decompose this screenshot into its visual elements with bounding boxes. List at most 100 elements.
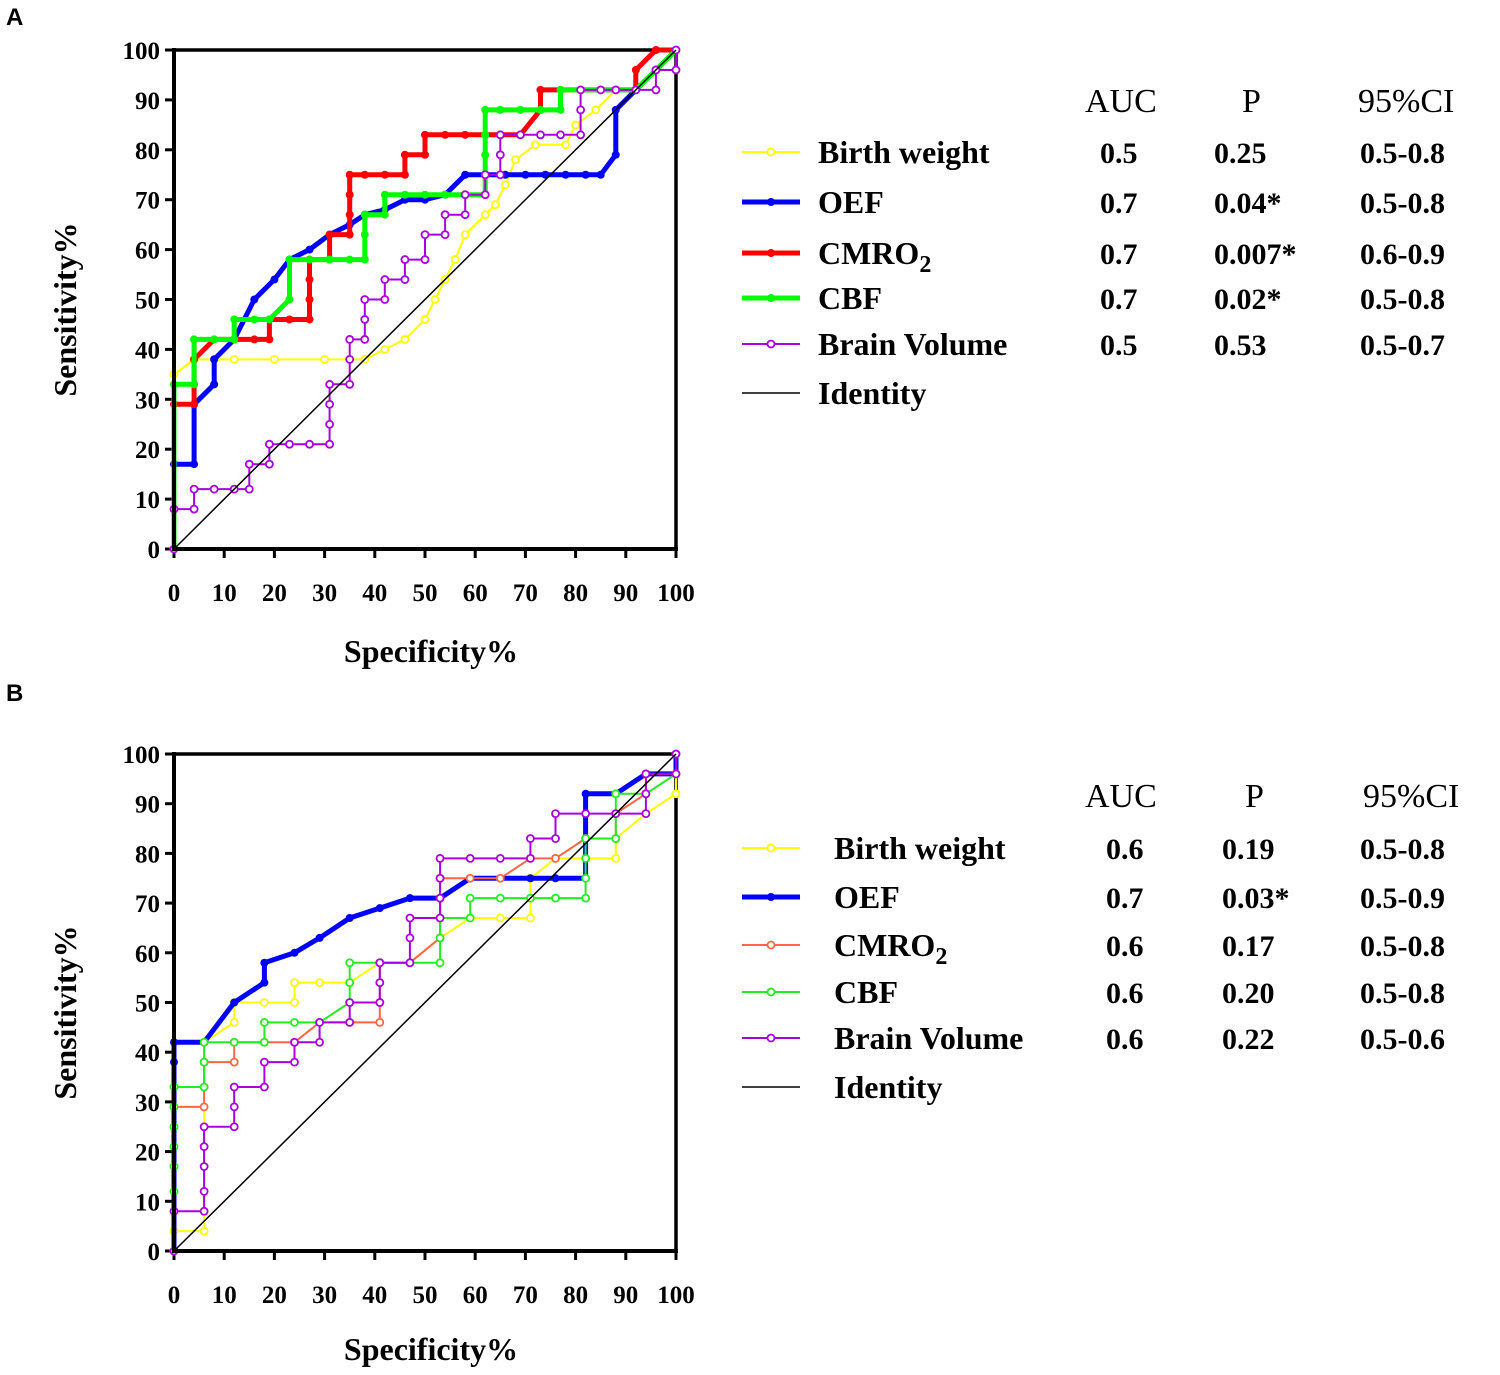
point-a-oef-24 (581, 170, 590, 179)
legend-entry-b-cmro2: CMRO2 (742, 927, 947, 970)
point-b-cbf-33 (611, 834, 621, 843)
point-a-cbf-19 (400, 190, 409, 199)
point-a-cmro2-32 (536, 85, 545, 94)
point-a-cmro2-27 (461, 130, 470, 139)
point-a-brain-volume-25 (400, 255, 410, 264)
header-auc-a: AUC (1085, 83, 1157, 120)
legend-entry-a-identity: Identity (742, 375, 926, 411)
p-value-b-oef: 0.03* (1222, 882, 1290, 915)
legend-label-b-birth-weight: Birth weight (834, 830, 1006, 866)
point-a-birth-weight-17 (500, 180, 510, 190)
legend-label-a-cmro2: CMRO2 (818, 235, 931, 278)
point-a-birth-weight-18 (510, 155, 520, 165)
point-b-birth-weight-8 (290, 998, 299, 1007)
point-a-cmro2-23 (400, 150, 409, 159)
legend-label-b-cmro2: CMRO2 (834, 927, 947, 970)
point-b-cbf-22 (435, 933, 445, 943)
point-a-brain-volume-7 (244, 459, 254, 469)
header-auc-b: AUC (1085, 778, 1157, 815)
x-tick-label-b-80: 80 (563, 1282, 588, 1309)
point-b-birth-weight-10 (315, 978, 324, 988)
point-a-cbf-15 (360, 230, 369, 239)
x-tick-label-b-30: 30 (312, 1282, 337, 1309)
point-a-oef-21 (521, 170, 530, 179)
point-b-brain-volume-16 (345, 1017, 355, 1027)
point-b-brain-volume-6 (199, 1122, 209, 1132)
legend-marker-a-brain-volume (766, 339, 776, 349)
point-b-oef-10 (375, 904, 384, 913)
legend-label-a-birth-weight: Birth weight (818, 134, 990, 170)
point-a-brain-volume-46 (651, 85, 661, 95)
legend-marker-b-cbf (766, 987, 776, 997)
point-a-brain-volume-15 (325, 379, 335, 389)
point-b-brain-volume-3 (199, 1186, 209, 1196)
point-b-cbf-28 (551, 893, 560, 903)
point-a-brain-volume-31 (460, 190, 470, 200)
point-a-cmro2-2 (190, 400, 199, 409)
point-a-brain-volume-17 (345, 354, 355, 364)
legend-label-b-brain-volume: Brain Volume (834, 1020, 1023, 1056)
y-tick-label-a-90: 90 (135, 88, 160, 115)
auc-value-b-cmro2: 0.6 (1106, 930, 1144, 963)
y-tick-label-a-10: 10 (135, 487, 160, 514)
point-a-brain-volume-38 (536, 130, 545, 140)
legend-marker-b-brain-volume (766, 1033, 776, 1043)
point-a-brain-volume-13 (325, 419, 335, 429)
point-a-cmro2-38 (631, 65, 640, 74)
point-b-brain-volume-29 (495, 853, 505, 863)
point-a-brain-volume-32 (480, 190, 490, 200)
header-p-b: P (1245, 778, 1264, 815)
point-b-brain-volume-27 (435, 853, 445, 863)
point-b-brain-volume-23 (405, 913, 415, 923)
point-b-brain-volume-18 (375, 998, 385, 1007)
point-a-brain-volume-40 (576, 130, 586, 140)
point-a-birth-weight-14 (460, 230, 470, 240)
legend-label-b-cbf: CBF (834, 974, 898, 1010)
auc-value-a-brain-volume: 0.5 (1100, 329, 1138, 362)
point-b-birth-weight-5 (229, 1017, 239, 1027)
x-tick-label-a-100: 100 (657, 580, 695, 607)
point-a-cmro2-6 (250, 335, 259, 344)
point-b-oef-7 (290, 948, 299, 957)
y-tick-label-a-60: 60 (135, 238, 160, 265)
point-a-cbf-11 (305, 255, 314, 264)
point-a-birth-weight-19 (531, 140, 540, 150)
point-a-brain-volume-36 (495, 130, 505, 140)
x-tick-label-a-0: 0 (168, 580, 181, 607)
legend-label-b-identity: Identity (834, 1069, 942, 1105)
point-a-cmro2-9 (285, 315, 294, 324)
point-a-cbf-8 (265, 315, 274, 324)
auc-value-a-cmro2: 0.7 (1100, 238, 1138, 271)
point-a-oef-25 (596, 170, 605, 179)
legend-marker-a-oef (767, 198, 775, 206)
point-a-cbf-30 (536, 105, 545, 114)
legend-marker-b-cmro2 (766, 940, 776, 950)
series-points-a-brain-volume (169, 45, 681, 554)
y-tick-label-b-30: 30 (135, 1090, 160, 1117)
ci-value-b-birth-weight: 0.5-0.8 (1360, 833, 1445, 866)
point-a-cbf-3 (190, 335, 199, 344)
point-a-oef-8 (270, 275, 279, 284)
point-b-brain-volume-9 (229, 1082, 239, 1092)
point-a-brain-volume-27 (420, 230, 430, 240)
point-b-birth-weight-17 (526, 913, 535, 923)
legend-label-a-identity: Identity (818, 375, 926, 411)
point-a-brain-volume-41 (576, 105, 586, 115)
y-tick-label-a-70: 70 (135, 188, 160, 215)
point-a-cbf-12 (325, 255, 334, 264)
point-b-brain-volume-11 (259, 1057, 269, 1067)
legend-entry-b-birth-weight: Birth weight (742, 830, 1006, 866)
point-b-oef-15 (526, 874, 535, 883)
x-tick-label-a-80: 80 (563, 580, 588, 607)
x-tick-label-b-50: 50 (413, 1282, 438, 1309)
point-b-cbf-8 (199, 1082, 209, 1092)
legend-entry-b-brain-volume: Brain Volume (742, 1020, 1023, 1056)
point-a-brain-volume-22 (380, 295, 390, 304)
point-a-brain-volume-21 (360, 295, 370, 304)
point-a-cmro2-16 (345, 230, 354, 239)
header-ci-b: 95%CI (1363, 778, 1459, 815)
point-a-brain-volume-11 (305, 439, 314, 449)
x-tick-label-b-0: 0 (168, 1282, 181, 1309)
legend-entry-a-brain-volume: Brain Volume (742, 326, 1007, 362)
point-b-brain-volume-31 (526, 834, 535, 843)
